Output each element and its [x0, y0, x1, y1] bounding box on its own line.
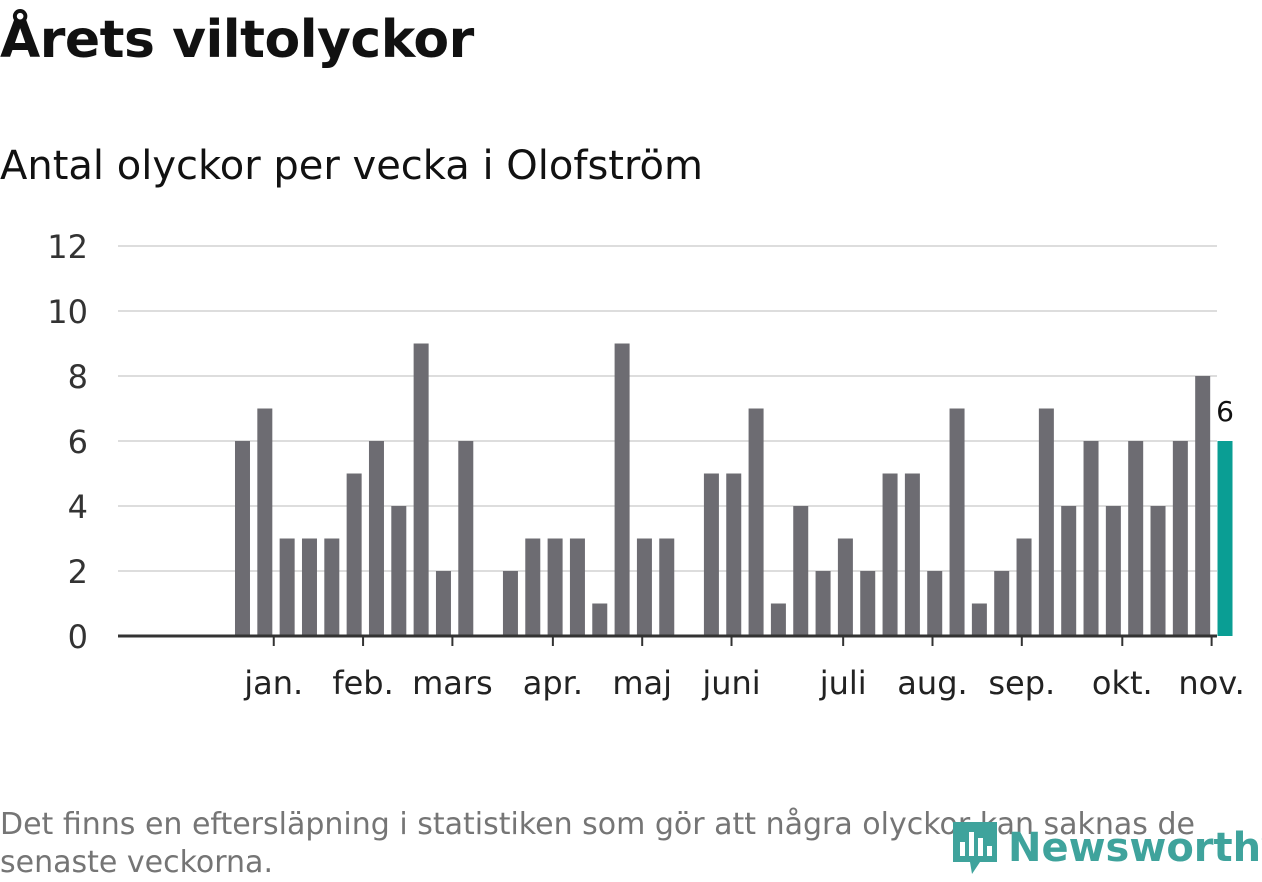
y-tick-label: 4: [68, 488, 88, 526]
bar: [882, 473, 898, 636]
bar: [346, 473, 362, 636]
bar: [703, 473, 719, 636]
bar: [770, 603, 786, 636]
x-tick-label: feb.: [332, 664, 393, 702]
x-tick-label: juni: [701, 664, 760, 702]
bar-highlight: [1217, 441, 1233, 636]
bar: [636, 538, 652, 636]
x-tick-label: okt.: [1092, 664, 1153, 702]
bar: [837, 538, 853, 636]
bars: [234, 343, 1233, 636]
bar: [748, 408, 764, 636]
bar: [971, 603, 987, 636]
bar: [904, 473, 920, 636]
bar: [614, 343, 630, 636]
x-tick-label: juli: [819, 664, 867, 702]
y-tick-label: 8: [68, 358, 88, 396]
x-tick-label: jan.: [243, 664, 303, 702]
bar: [257, 408, 273, 636]
bar: [659, 538, 675, 636]
bar: [1150, 506, 1166, 636]
bar: [1083, 441, 1099, 636]
y-tick-label: 12: [47, 228, 88, 266]
gridlines: [118, 245, 1217, 572]
y-tick-label: 10: [47, 293, 88, 331]
x-tick-label: aug.: [897, 664, 967, 702]
bar: [1172, 441, 1188, 636]
bar: [994, 571, 1010, 636]
bar: [502, 571, 518, 636]
bar: [1105, 506, 1121, 636]
bar: [569, 538, 585, 636]
bar: [815, 571, 831, 636]
bar: [435, 571, 451, 636]
bar: [592, 603, 608, 636]
bar: [1195, 376, 1211, 636]
x-axis-labels: jan. feb. mars apr. maj juni juli aug. sep. okt. n…: [243, 664, 1245, 702]
bar: [793, 506, 809, 636]
y-tick-label: 6: [68, 423, 88, 461]
y-axis-labels: 0 2 4 6 8 10 12: [47, 228, 88, 656]
brand-logo: Newsworthy: [950, 818, 1262, 878]
newsworthy-logo-icon: [953, 822, 997, 874]
bar: [525, 538, 541, 636]
bar: [458, 441, 474, 636]
chart-subtitle: Antal olyckor per vecka i Olofström: [0, 143, 703, 189]
bar: [949, 408, 965, 636]
x-tick-label: nov.: [1178, 664, 1244, 702]
bar: [1016, 538, 1032, 636]
bar: [860, 571, 876, 636]
x-tick-label: mars: [412, 664, 493, 702]
y-tick-label: 2: [68, 553, 88, 591]
annotations: 6: [1216, 395, 1234, 428]
bar: [1038, 408, 1054, 636]
bar: [301, 538, 317, 636]
bar: [547, 538, 563, 636]
highlight-value-label: 6: [1216, 395, 1234, 428]
y-tick-label: 0: [68, 618, 88, 656]
bar: [324, 538, 340, 636]
bar: [1061, 506, 1077, 636]
bar: [1128, 441, 1144, 636]
bar: [391, 506, 407, 636]
x-axis: [118, 634, 1217, 646]
bar: [927, 571, 943, 636]
x-tick-label: maj: [612, 664, 672, 702]
bar: [726, 473, 742, 636]
brand-name: Newsworthy: [1008, 825, 1262, 871]
chart-title: Årets viltolyckor: [0, 10, 474, 70]
bar: [234, 441, 250, 636]
bar: [413, 343, 429, 636]
bar: [368, 441, 384, 636]
bar: [279, 538, 295, 636]
x-tick-label: apr.: [523, 664, 583, 702]
x-tick-label: sep.: [988, 664, 1055, 702]
